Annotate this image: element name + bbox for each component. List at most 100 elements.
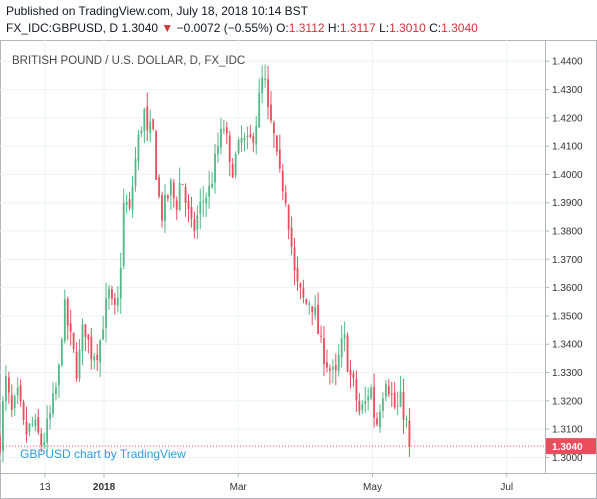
candle-body xyxy=(273,122,275,134)
candle-body xyxy=(122,202,125,266)
time-tick-label: 13 xyxy=(39,482,51,493)
candle-body xyxy=(149,121,152,134)
candle-body xyxy=(72,332,75,350)
candle-body xyxy=(143,108,146,132)
candle-body xyxy=(237,139,240,153)
price-tick-label: 1.3800 xyxy=(552,227,583,238)
candle-body xyxy=(234,154,237,176)
price-tick-label: 1.4300 xyxy=(552,85,583,96)
candle-body xyxy=(284,192,287,203)
time-axis[interactable]: 13 2018 Mar May Jul xyxy=(39,473,513,493)
price-tick-label: 1.3300 xyxy=(552,368,583,379)
candle-body xyxy=(202,200,205,202)
candle-body xyxy=(214,153,216,183)
price-tick-label: 1.3000 xyxy=(552,453,583,464)
price-chart[interactable]: BRITISH POUND / U.S. DOLLAR, D, FX_IDC G… xyxy=(0,40,597,499)
candle-body xyxy=(381,398,384,411)
candle-body xyxy=(331,367,334,370)
candle-body xyxy=(390,393,393,395)
candle-body xyxy=(219,128,222,148)
candle-body xyxy=(243,137,246,141)
candle-body xyxy=(43,442,46,446)
ohlc-line: FX_IDC:GBPUSD, D 1.3040 ▼ −0.0072 (−0.55… xyxy=(6,21,478,35)
candle-body xyxy=(175,200,178,210)
candle-body xyxy=(13,396,16,408)
chart-frame xyxy=(0,40,597,499)
candle-body xyxy=(299,283,302,288)
candles xyxy=(0,64,411,463)
candle-body xyxy=(261,77,264,94)
symbol: FX_IDC:GBPUSD, D xyxy=(6,21,119,35)
price-tick-label: 1.3200 xyxy=(552,396,583,407)
candle-body xyxy=(231,164,234,178)
candle-body xyxy=(34,419,37,427)
candle-body xyxy=(211,184,213,188)
candle-body xyxy=(393,392,396,408)
candle-body xyxy=(373,386,375,418)
down-arrow-icon: ▼ xyxy=(161,21,174,35)
candle-body xyxy=(320,335,322,337)
candle-body xyxy=(99,340,102,363)
candle-body xyxy=(217,146,219,155)
candle-body xyxy=(108,288,110,299)
candle-body xyxy=(290,227,293,247)
last-price-badge-text: 1.3040 xyxy=(552,442,583,453)
candle-body xyxy=(240,138,243,143)
candle-body xyxy=(119,268,122,299)
candle-body xyxy=(258,92,261,128)
candle-body xyxy=(317,304,320,335)
candle-body xyxy=(334,365,337,371)
candle-body xyxy=(152,119,155,129)
candle-body xyxy=(193,219,196,231)
candle-body xyxy=(249,134,252,137)
candle-body xyxy=(278,149,281,169)
candle-body xyxy=(296,267,299,282)
price-change: −0.0072 (−0.55%) xyxy=(176,21,273,35)
candle-body xyxy=(222,129,225,131)
candle-body xyxy=(384,384,387,397)
candle-body xyxy=(405,419,408,421)
price-axis[interactable]: 1.4400 1.4300 1.4200 1.4100 1.4000 1.3900 1.38… xyxy=(545,57,583,464)
candle-body xyxy=(376,418,378,425)
candle-body xyxy=(158,177,160,197)
candle-body xyxy=(270,104,272,121)
candle-body xyxy=(349,370,352,376)
candle-body xyxy=(22,402,25,421)
candle-body xyxy=(66,298,69,326)
candle-body xyxy=(264,78,267,80)
candle-body xyxy=(25,421,28,435)
price-tick-label: 1.3500 xyxy=(552,311,583,322)
close-label: C: xyxy=(429,21,442,35)
candle-body xyxy=(116,297,119,306)
candle-body xyxy=(343,334,346,339)
candle-body xyxy=(7,377,10,393)
candle-body xyxy=(396,405,399,407)
candle-body xyxy=(184,187,187,203)
candle-body xyxy=(228,135,231,162)
candle-body xyxy=(113,298,116,305)
candle-body xyxy=(387,385,390,394)
candle-body xyxy=(355,378,358,401)
candle-body xyxy=(90,336,93,360)
price-tick-label: 1.3600 xyxy=(552,283,583,294)
candle-body xyxy=(208,185,211,197)
candle-body xyxy=(146,106,149,131)
time-tick-label: May xyxy=(363,482,382,493)
candle-body xyxy=(102,329,105,340)
candle-body xyxy=(323,337,325,365)
candle-body xyxy=(164,194,166,221)
candle-body xyxy=(4,375,7,402)
candle-body xyxy=(111,289,113,299)
candle-body xyxy=(131,186,134,210)
candle-body xyxy=(46,418,49,443)
candle-body xyxy=(28,423,31,432)
close-value: 1.3040 xyxy=(441,21,478,35)
candle-body xyxy=(105,298,107,328)
price-tick-label: 1.4200 xyxy=(552,113,583,124)
candle-body xyxy=(337,355,340,372)
candle-body xyxy=(140,130,143,134)
price-tick-label: 1.3100 xyxy=(552,425,583,436)
published-line: Published on TradingView.com, July 18, 2… xyxy=(6,4,308,18)
candle-body xyxy=(57,364,60,386)
candle-body xyxy=(40,433,43,446)
